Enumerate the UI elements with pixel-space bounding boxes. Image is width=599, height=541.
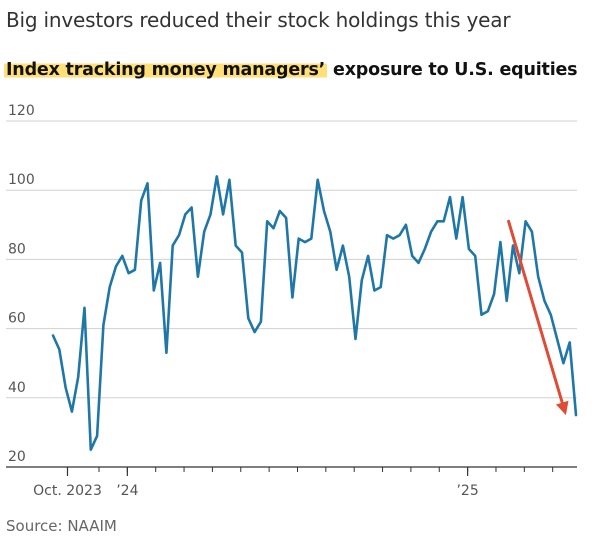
x-tick-label: Oct. 2023 bbox=[33, 483, 102, 499]
arrow-head bbox=[556, 400, 569, 416]
series-line bbox=[51, 175, 578, 451]
series-path bbox=[51, 175, 578, 451]
arrow-shaft bbox=[507, 219, 564, 405]
x-tick-label: ’24 bbox=[116, 483, 138, 499]
source-note: Source: NAAIM bbox=[6, 517, 117, 535]
y-tick-label: 40 bbox=[8, 380, 26, 396]
y-tick-label: 20 bbox=[8, 449, 26, 465]
annotation-arrow bbox=[507, 219, 569, 416]
x-tick-label: ’25 bbox=[456, 483, 478, 499]
y-tick-label: 100 bbox=[8, 172, 35, 188]
y-tick-label: 120 bbox=[8, 103, 35, 119]
chart-subtitle: Index tracking money managers’ exposure … bbox=[4, 60, 578, 80]
y-tick-labels: 20 40 60 80 100 120 bbox=[8, 103, 35, 465]
subtitle-rest: exposure to U.S. equities bbox=[327, 60, 578, 80]
grid-lines bbox=[6, 120, 577, 399]
y-tick-label: 60 bbox=[8, 311, 26, 327]
y-tick-label: 80 bbox=[8, 241, 26, 257]
chart-headline: Big investors reduced their stock holdin… bbox=[6, 8, 511, 32]
subtitle-highlight: Index tracking money managers’ bbox=[4, 60, 328, 80]
x-axis: Oct. 2023 ’24 ’25 bbox=[6, 466, 577, 499]
